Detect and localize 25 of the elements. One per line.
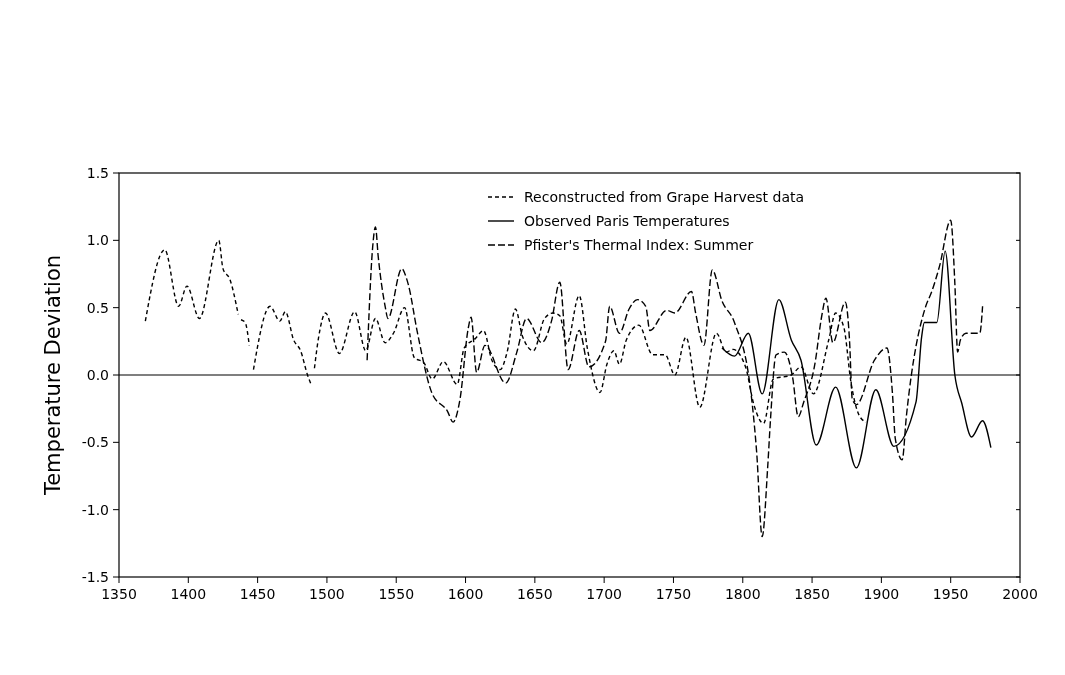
- x-tick-label: 1500: [309, 586, 345, 602]
- y-tick-label: 0.5: [86, 299, 109, 316]
- x-tick-label: 1900: [863, 586, 900, 602]
- y-tick-label: -1.0: [81, 501, 109, 518]
- x-tick-label: 1750: [655, 586, 692, 602]
- x-tick-label: 1700: [586, 586, 622, 602]
- x-tick-label: 1550: [378, 586, 415, 602]
- y-tick-label: 1.0: [86, 232, 109, 249]
- legend-label: Pfister's Thermal Index: Summer: [524, 236, 754, 253]
- x-tick-label: 2000: [1002, 586, 1038, 602]
- x-tick-label: 1600: [447, 586, 484, 602]
- y-tick-label: -0.5: [81, 434, 109, 451]
- x-tick-label: 1650: [517, 586, 553, 602]
- legend-label: Observed Paris Temperatures: [524, 212, 730, 229]
- x-tick-label: 1950: [932, 586, 969, 602]
- y-tick-label: -1.5: [81, 568, 109, 585]
- x-tick-label: 1800: [724, 586, 761, 602]
- x-tick-label: 1850: [794, 586, 830, 602]
- y-tick-label: 1.5: [86, 164, 109, 181]
- x-tick-label: 1350: [101, 586, 137, 602]
- y-axis-title: Temperature Deviation: [41, 254, 65, 497]
- x-tick-label: 1450: [239, 586, 276, 602]
- y-tick-label: 0.0: [86, 366, 109, 383]
- legend-label: Reconstructed from Grape Harvest data: [524, 188, 805, 205]
- x-tick-label: 1400: [170, 586, 207, 602]
